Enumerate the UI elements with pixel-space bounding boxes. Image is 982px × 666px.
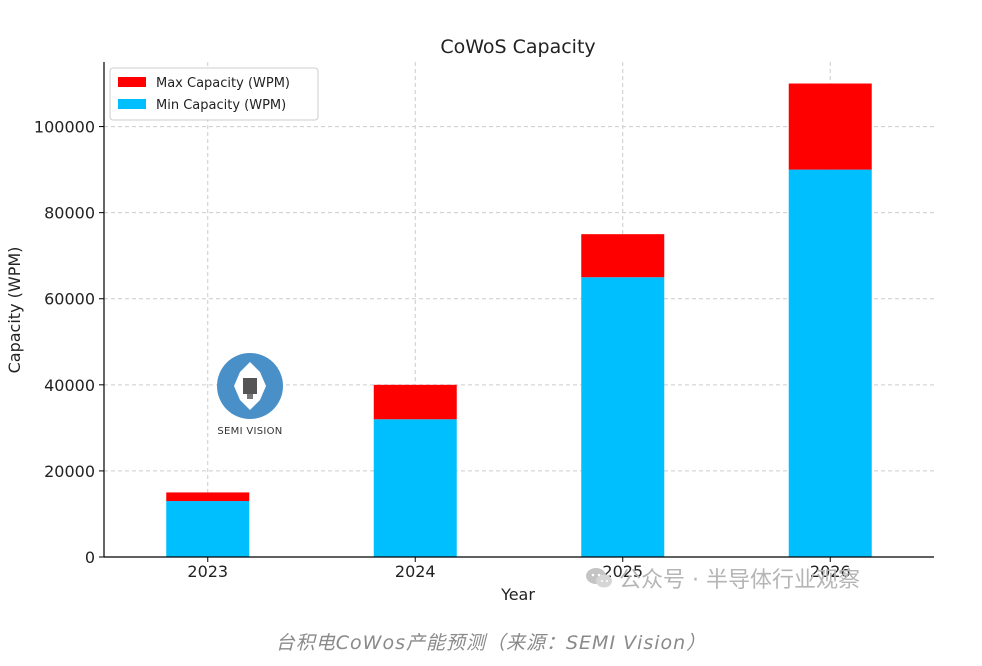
x-tick-label: 2025: [602, 562, 643, 581]
y-tick-label: 0: [85, 548, 95, 567]
bar-max-2023: [166, 492, 250, 502]
x-tick-label: 2023: [187, 562, 228, 581]
cowos-capacity-chart: 0 20000 40000 60000 80000 100000 2023 2024 2025…: [5, 36, 934, 604]
wechat-watermark: 公众号 · 半导体行业观察: [585, 562, 860, 594]
y-tick-label: 40000: [44, 376, 95, 395]
semi-vision-logo-icon: [217, 353, 283, 419]
x-tick-label: 2024: [395, 562, 436, 581]
bar-min-2025: [581, 277, 665, 557]
legend-label: Min Capacity (WPM): [156, 98, 286, 113]
bar-max-2025: [581, 234, 665, 278]
legend-swatch: [118, 99, 146, 109]
semi-vision-logo-text: SEMI VISION: [217, 426, 283, 437]
y-ticks: 0 20000 40000 60000 80000 100000: [34, 118, 104, 567]
wechat-icon: [586, 568, 612, 588]
bar-max-2026: [788, 83, 872, 170]
semi-vision-logo: SEMI VISION: [208, 352, 292, 437]
bars-group: [166, 83, 872, 557]
y-axis-label: Capacity (WPM): [5, 247, 24, 374]
x-ticks: 2023 2024 2025 2026: [187, 557, 851, 581]
y-tick-label: 100000: [34, 118, 95, 137]
bar-min-2026: [788, 169, 872, 557]
chart-title: CoWoS Capacity: [440, 36, 595, 58]
figure-caption: 台积电CoWos产能预测（来源：SEMI Vision）: [275, 632, 707, 654]
bar-max-2024: [373, 384, 457, 420]
bar-min-2024: [373, 419, 457, 557]
legend: Max Capacity (WPM) Min Capacity (WPM): [109, 67, 319, 121]
watermark-text: 公众号 · 半导体行业观察: [619, 568, 860, 593]
legend-label: Max Capacity (WPM): [156, 76, 290, 91]
legend-box: [109, 67, 319, 121]
y-tick-label: 80000: [44, 204, 95, 223]
x-axis-label: Year: [500, 585, 535, 604]
bar-min-2023: [166, 501, 250, 557]
y-tick-label: 60000: [44, 290, 95, 309]
x-tick-label: 2026: [810, 562, 851, 581]
legend-swatch: [118, 77, 146, 87]
y-tick-label: 20000: [44, 462, 95, 481]
